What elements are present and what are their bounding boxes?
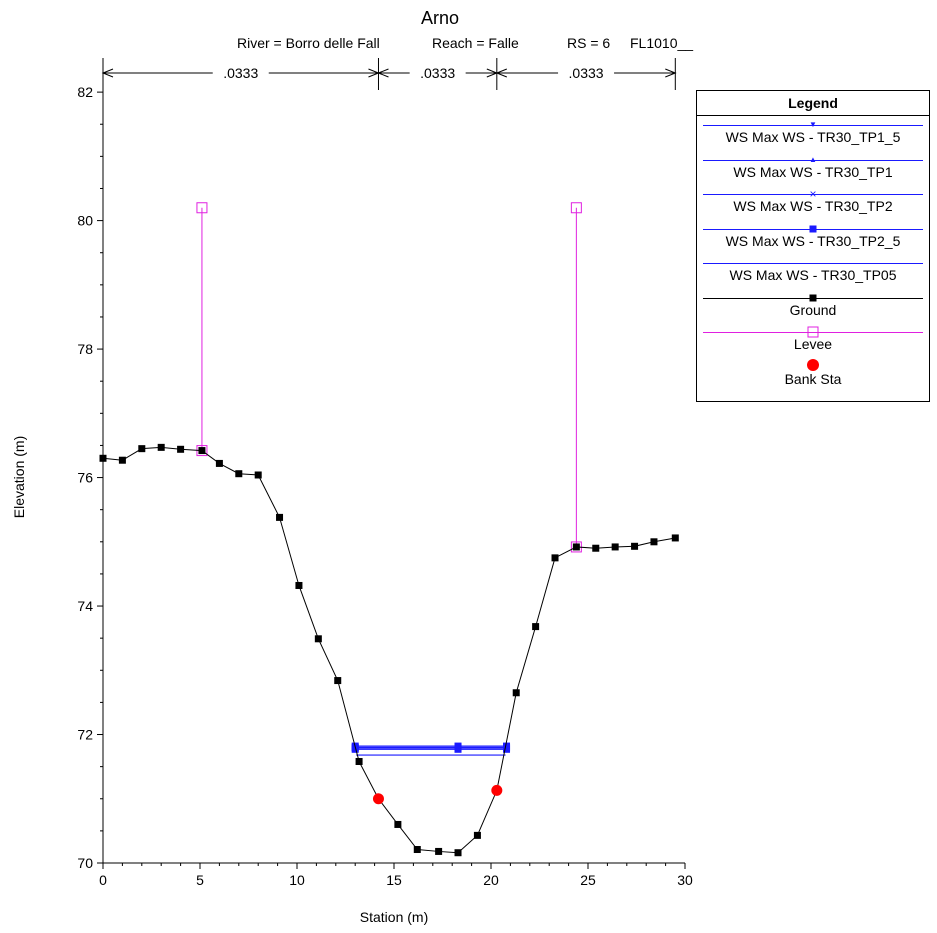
ground-point: [138, 445, 146, 453]
ground-point: [512, 689, 520, 697]
y-tick-label: 70: [77, 855, 93, 871]
ground-point: [592, 544, 600, 552]
x-tick-label: 15: [386, 872, 402, 888]
chart-title: Arno: [421, 8, 459, 28]
y-tick-label: 82: [77, 84, 93, 100]
legend-entry-label: WS Max WS - TR30_TP1_5: [725, 129, 901, 145]
subtitle-river: River = Borro delle Fall: [237, 35, 380, 51]
legend-entry-label: WS Max WS - TR30_TP2: [733, 198, 893, 214]
x-tick-label: 5: [196, 872, 204, 888]
ground-point: [157, 443, 165, 451]
legend-entry-label: WS Max WS - TR30_TP05: [729, 267, 897, 283]
bank-station-point: [491, 784, 503, 796]
ground-point: [314, 635, 322, 643]
legend-swatch-marker: ▼: [809, 120, 817, 129]
legend-swatch-line: [703, 263, 923, 264]
legend-swatch-marker: [807, 358, 819, 371]
ground-point: [435, 847, 443, 855]
ground-line: [102, 446, 676, 854]
x-tick-label: 25: [580, 872, 596, 888]
subtitle-rs: RS = 6: [567, 35, 610, 51]
bank-station-point: [372, 793, 384, 805]
ground-point: [295, 581, 303, 589]
manning-arrow-right: [665, 68, 677, 78]
x-tick-label: 10: [289, 872, 305, 888]
x-tick-label: 20: [483, 872, 499, 888]
legend-entry-label: Levee: [793, 336, 833, 352]
manning-n-label: .0333: [223, 65, 258, 81]
y-axis-label: Elevation (m): [11, 436, 27, 518]
ground-point: [276, 513, 284, 521]
manning-arrow-left: [495, 68, 508, 78]
legend-swatch-line: [703, 125, 923, 126]
ground-point: [631, 542, 639, 550]
ground-point: [177, 445, 185, 453]
manning-n-annotations: .0333 .0333 .0333: [101, 58, 677, 90]
legend-entry-label: WS Max WS - TR30_TP1: [733, 163, 893, 180]
x-tick-label: 30: [677, 872, 693, 888]
subtitle-profile: FL1010__: [630, 35, 693, 51]
ground-point: [118, 456, 126, 464]
series-layer: [99, 202, 679, 857]
ground-point: [334, 677, 342, 685]
subtitle-reach: Reach = Falle: [432, 35, 519, 51]
legend-entry-label: Bank Sta: [784, 370, 842, 387]
legend-swatch-line: [703, 332, 923, 333]
ground-point: [215, 459, 223, 467]
manning-arrow-left: [377, 68, 389, 78]
levee-marker: [196, 202, 208, 214]
y-tick-label: 78: [77, 341, 93, 357]
ws-marker: [351, 745, 359, 753]
ground-point: [551, 554, 559, 562]
ws-marker: [454, 745, 462, 753]
legend-swatch-marker: [809, 225, 817, 232]
legend-swatch-marker: ×: [809, 187, 817, 201]
manning-n-label: .0333: [420, 65, 455, 81]
ground-point: [454, 849, 462, 857]
ground-point: [650, 538, 658, 546]
ground-point: [611, 543, 619, 551]
ground-point: [254, 471, 262, 479]
ground-point: [413, 846, 421, 854]
ground-point: [99, 454, 107, 462]
ground-point: [473, 831, 481, 839]
ground-point: [198, 447, 206, 455]
legend: Legend ▼ WS Max WS - TR30_TP1_5 ▲ WS Max WS…: [696, 90, 930, 402]
ground-point: [394, 820, 402, 828]
ground-point: [355, 758, 363, 766]
levee-marker: [570, 202, 582, 214]
y-tick-label: 76: [77, 470, 93, 486]
legend-swatch-line: [703, 159, 923, 161]
ground-point: [532, 623, 540, 631]
legend-swatch-marker: [809, 294, 817, 301]
legend-swatch-line: [703, 194, 923, 195]
ground-point: [671, 534, 679, 542]
axes: 0 5 10 15 20 25 30 70 72 74 76 78 80 82: [77, 60, 693, 888]
y-tick-label: 80: [77, 213, 93, 229]
legend-title: Legend: [697, 91, 929, 116]
legend-entry-label: Ground: [789, 301, 837, 318]
ground-point: [572, 543, 580, 551]
y-tick-label: 72: [77, 727, 93, 743]
legend-swatch-marker: ▲: [809, 154, 817, 164]
ws-marker: [503, 745, 511, 753]
x-tick-label: 0: [99, 872, 107, 888]
manning-n-label: .0333: [569, 65, 604, 81]
y-tick-label: 74: [77, 598, 93, 614]
x-axis-label: Station (m): [360, 909, 428, 925]
ground-point: [235, 470, 243, 478]
legend-entry-label: WS Max WS - TR30_TP2_5: [725, 232, 901, 249]
legend-swatch-marker: [807, 326, 819, 338]
